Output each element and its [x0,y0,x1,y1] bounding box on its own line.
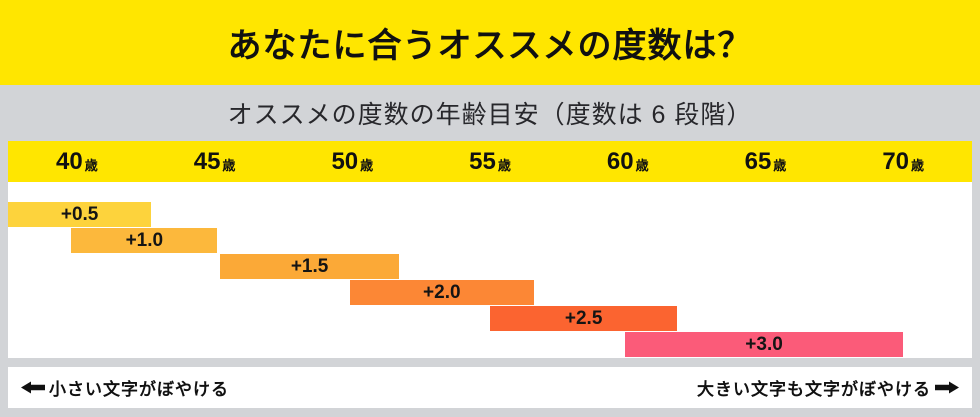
age-tick-value: 70 [882,147,910,175]
footer-right-label: 大きい文字も文字がぼやける [697,380,931,399]
footer-left-label: 小さい文字がぼやける [49,380,229,399]
diopter-bar: +1.0 [71,228,218,253]
right-arrow-icon [935,380,959,395]
age-tick: 45 歳 [146,141,284,182]
page-title: あなたに合うオススメの度数は？ [227,27,753,65]
age-tick-value: 65 [744,147,772,175]
footer-right-note: 大きい文字も文字がぼやける [697,375,959,400]
diopter-bar: +2.0 [349,280,535,305]
age-tick-unit: 歳 [360,158,374,173]
age-axis: 40 歳 45 歳 50 歳 55 歳 60 歳 65 歳 70 歳 [8,141,972,182]
age-tick-unit: 歳 [773,158,787,173]
age-tick-value: 50 [331,147,359,175]
footer-note-row: 小さい文字がぼやける 大きい文字も文字がぼやける [8,367,972,408]
age-tick: 70 歳 [834,141,972,182]
age-tick-unit: 歳 [635,158,649,173]
age-tick-unit: 歳 [911,158,925,173]
diopter-bar: +2.5 [490,306,678,331]
diopter-bar: +1.5 [220,254,400,279]
diopter-bar-label: +3.0 [745,334,783,355]
header-banner: あなたに合うオススメの度数は？ [0,0,980,85]
age-tick-unit: 歳 [84,158,98,173]
chart-subtitle: オススメの度数の年齢目安（度数は 6 段階） [227,101,753,129]
age-tick-value: 55 [469,147,496,175]
age-tick: 55 歳 [421,141,559,182]
age-tick-value: 45 [193,147,221,175]
diopter-bar-label: +1.0 [125,230,164,251]
diopter-bar: +3.0 [624,332,904,357]
diopter-bar-label: +1.5 [290,256,329,277]
age-tick-unit: 歳 [222,158,236,173]
diopter-bar-label: +2.0 [423,282,461,303]
age-tick-unit: 歳 [497,158,511,173]
age-tick: 40 歳 [8,141,146,182]
age-tick: 60 歳 [559,141,697,182]
footer-left-note: 小さい文字がぼやける [21,375,229,400]
left-arrow-icon [21,380,45,395]
diopter-bar-label: +0.5 [60,204,99,225]
age-tick-value: 60 [606,147,634,175]
diopter-bar-label: +2.5 [564,308,603,329]
diopter-bar: +0.5 [8,202,152,227]
age-tick: 65 歳 [697,141,835,182]
age-tick: 50 歳 [283,141,421,182]
chart-area: +0.5 +1.0 +1.5 +2.0 +2.5 +3.0 [8,182,972,358]
age-tick-value: 40 [56,147,83,175]
